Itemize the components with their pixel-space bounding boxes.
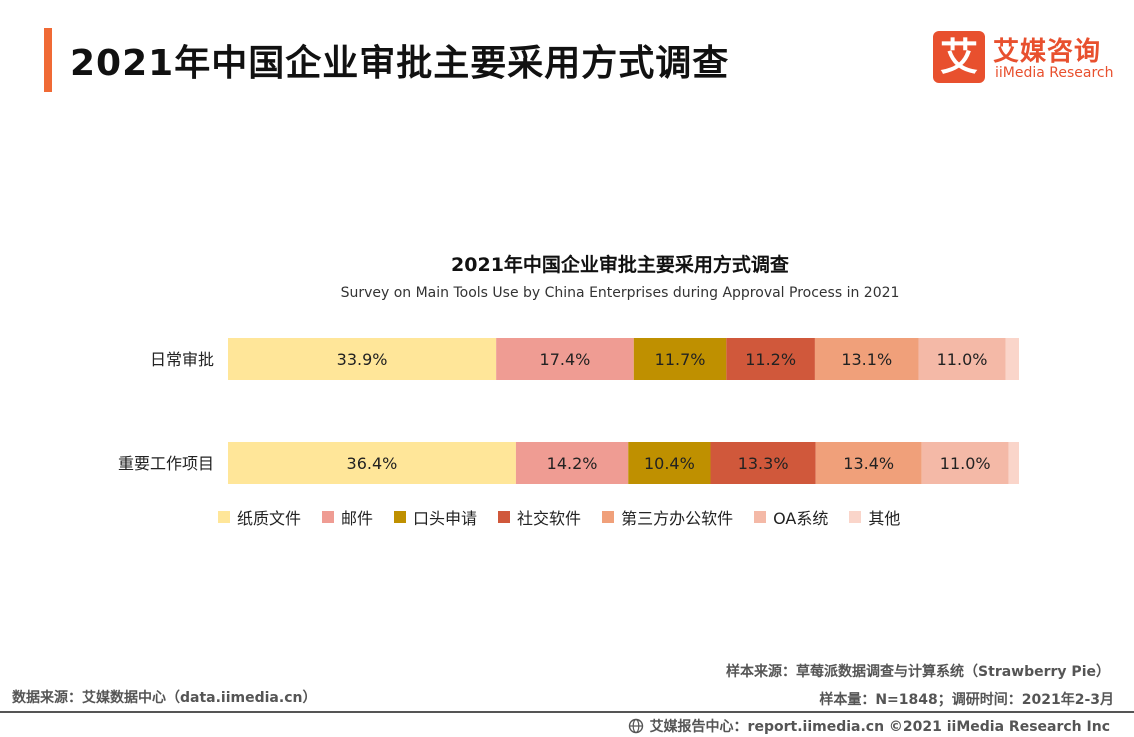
sample-source: 样本来源：草莓派数据调查与计算系统（Strawberry Pie） (726, 664, 1110, 680)
data-label: 11.2% (745, 350, 796, 369)
legend-swatch (602, 511, 615, 523)
sample-size: 样本量：N=1848；调研时间：2021年2-3月 (819, 692, 1114, 708)
legend-label: 口头申请 (413, 509, 478, 528)
footer-divider (0, 711, 1134, 713)
report-center-footer: 艾媒报告中心：report.iimedia.cn ©2021 iiMedia R… (628, 716, 1110, 736)
legend-item: OA系统 (754, 505, 828, 529)
legend-item: 口头申请 (394, 505, 477, 529)
legend-label: 其他 (868, 509, 901, 528)
data-label: 10.4% (644, 454, 695, 473)
legend-item: 其他 (849, 505, 900, 529)
bar-segment (633, 338, 727, 380)
bar-segment (814, 338, 919, 380)
iimedia-logo: 艾 艾媒咨询 iiMedia Research (933, 31, 1123, 85)
data-label: 13.4% (843, 454, 894, 473)
legend-label: 纸质文件 (237, 509, 302, 528)
title-accent-bar (44, 28, 52, 92)
bar-segment (496, 338, 634, 380)
data-source: 数据来源：艾媒数据中心（data.iimedia.cn） (12, 690, 317, 706)
data-label: 14.2% (547, 454, 598, 473)
bar-segment (710, 442, 816, 484)
stacked-bar-chart: 日常审批 33.9% 17.4% 11.7% 11.2% 13.1% 11.0% 重要工作项目… (118, 338, 1019, 484)
legend-label: 第三方办公软件 (621, 509, 734, 528)
legend-swatch (498, 511, 511, 523)
data-label: 11.0% (937, 350, 988, 369)
globe-icon (628, 718, 643, 734)
legend-label: 社交软件 (517, 509, 582, 528)
legend-swatch (394, 511, 407, 523)
bar-segment (815, 442, 922, 484)
legend-item: 社交软件 (498, 505, 581, 529)
page-title: 2021年中国企业审批主要采用方式调查 (70, 43, 730, 84)
bar-segment (228, 442, 516, 484)
logo-name-en: iiMedia Research (995, 65, 1114, 81)
category-label: 重要工作项目 (118, 454, 214, 473)
data-label: 17.4% (540, 350, 591, 369)
bar-segment (628, 442, 711, 484)
data-label: 11.0% (940, 454, 991, 473)
bar-segment (228, 338, 497, 380)
bar-segment (921, 442, 1009, 484)
bar-segment (726, 338, 815, 380)
logo-name-cn: 艾媒咨询 (993, 37, 1102, 67)
chart-subtitle: Survey on Main Tools Use by China Enterp… (340, 285, 900, 301)
logo-mark: 艾 (933, 31, 985, 83)
legend-swatch (322, 511, 335, 523)
chart-title: 2021年中国企业审批主要采用方式调查 (451, 254, 789, 276)
legend-label: 邮件 (341, 509, 374, 528)
legend-item: 第三方办公软件 (602, 505, 733, 529)
bar-segment (1008, 442, 1019, 484)
data-label: 13.3% (738, 454, 789, 473)
legend-item: 纸质文件 (218, 505, 301, 529)
data-label: 11.7% (655, 350, 706, 369)
report-center-text: 艾媒报告中心：report.iimedia.cn ©2021 iiMedia R… (649, 719, 1110, 735)
data-label: 33.9% (337, 350, 388, 369)
bar-segment (1005, 338, 1019, 380)
data-label: 36.4% (347, 454, 398, 473)
bar-segment (918, 338, 1006, 380)
legend-label: OA系统 (773, 509, 829, 528)
legend-swatch (218, 511, 230, 523)
data-label: 13.1% (841, 350, 892, 369)
legend-item: 邮件 (322, 505, 373, 529)
category-label: 日常审批 (150, 350, 214, 369)
legend-swatch (754, 511, 767, 523)
bar-segment (515, 442, 629, 484)
legend-swatch (849, 511, 862, 523)
chart-legend: 纸质文件 邮件 口头申请 社交软件 第三方办公软件 OA系统 其他 (218, 505, 921, 529)
